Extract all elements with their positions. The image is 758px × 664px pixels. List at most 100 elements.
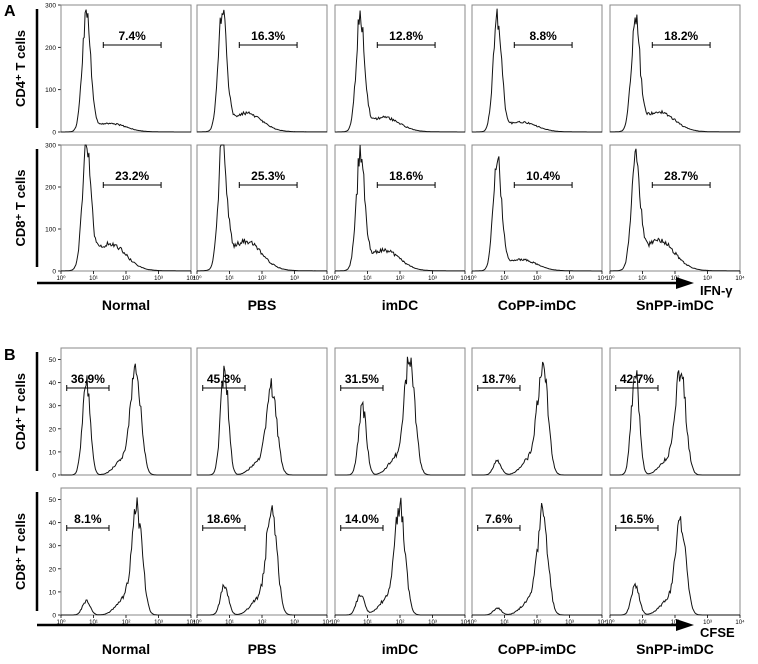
x-tick-label: 10² bbox=[396, 620, 405, 626]
x-tick-label: 10² bbox=[122, 620, 131, 626]
histogram-curve bbox=[197, 505, 327, 616]
histogram-panel: 36.9% bbox=[60, 347, 192, 476]
x-tick-label: 10⁴ bbox=[186, 619, 196, 626]
y-tick-label: 0 bbox=[52, 473, 56, 480]
gate-percentage: 10.4% bbox=[526, 169, 560, 183]
column-label: PBS bbox=[248, 297, 277, 313]
x-tick-label: 10² bbox=[122, 276, 131, 282]
gate-percentage: 7.4% bbox=[118, 29, 146, 43]
histogram-curve bbox=[335, 144, 465, 272]
y-tick-label: 200 bbox=[45, 185, 56, 192]
x-tick-label: 10¹ bbox=[500, 620, 509, 626]
x-tick-label: 10¹ bbox=[225, 620, 234, 626]
plot-frame bbox=[60, 144, 192, 272]
y-tick-label: 30 bbox=[49, 403, 57, 410]
x-tick-label: 10⁴ bbox=[597, 619, 607, 626]
histogram-panel: 23.2% 10⁰ 10¹ 10² 10³ 10⁴ bbox=[56, 144, 196, 282]
panel-A: A CD4⁺ T cells 0 100 200 300 7.4% 16.3% 12.8% 8.8… bbox=[4, 3, 745, 314]
gate-percentage: 8.8% bbox=[529, 29, 557, 43]
y-tick-label: 100 bbox=[45, 227, 56, 234]
row-label: CD4⁺ T cells bbox=[13, 373, 28, 450]
column-label: imDC bbox=[382, 297, 419, 313]
x-tick-label: 10⁰ bbox=[330, 275, 340, 282]
column-label: SnPP-imDC bbox=[636, 297, 714, 313]
x-tick-label: 10⁰ bbox=[605, 275, 615, 282]
gate-percentage: 18.2% bbox=[664, 29, 698, 43]
x-tick-label: 10² bbox=[396, 276, 405, 282]
x-tick-label: 10⁴ bbox=[186, 275, 196, 282]
histogram-curve bbox=[335, 497, 465, 616]
row-label: CD8⁺ T cells bbox=[13, 513, 28, 590]
panel-label: B bbox=[4, 347, 16, 364]
x-tick-label: 10⁰ bbox=[56, 275, 66, 282]
histogram-curve bbox=[472, 8, 602, 133]
gate-percentage: 23.2% bbox=[115, 169, 149, 183]
y-tick-label: 20 bbox=[49, 566, 57, 573]
histogram-curve bbox=[61, 497, 191, 616]
panel-label: A bbox=[4, 3, 16, 20]
plot-frame bbox=[196, 487, 328, 616]
x-tick-label: 10⁴ bbox=[735, 275, 745, 282]
x-axis-arrowhead bbox=[676, 619, 694, 631]
x-tick-label: 10² bbox=[258, 620, 267, 626]
histogram-curve bbox=[61, 144, 191, 272]
y-tick-label: 50 bbox=[49, 497, 57, 504]
histogram-panel: 45.3% bbox=[196, 347, 328, 476]
histogram-curve bbox=[610, 14, 741, 133]
histogram-curve bbox=[610, 370, 740, 476]
gate-percentage: 16.3% bbox=[251, 29, 285, 43]
plot-frame bbox=[471, 4, 603, 133]
histogram-panel: 18.2% bbox=[609, 4, 741, 133]
gate-percentage: 28.7% bbox=[664, 169, 698, 183]
gate-percentage: 8.1% bbox=[74, 512, 102, 526]
plot-frame bbox=[609, 487, 741, 616]
x-tick-label: 10³ bbox=[428, 620, 437, 626]
y-tick-label: 0 bbox=[52, 613, 56, 620]
histogram-panel: 42.7% bbox=[609, 347, 741, 476]
plot-frame bbox=[334, 347, 466, 476]
y-tick-label: 50 bbox=[49, 357, 57, 364]
y-tick-label: 0 bbox=[52, 269, 56, 276]
histogram-panel: 8.1% 10⁰ 10¹ 10² 10³ 10⁴ bbox=[56, 487, 196, 626]
histogram-panel: 25.3% 10⁰ 10¹ 10² 10³ 10⁴ bbox=[192, 144, 332, 282]
histogram-panel: 31.5% bbox=[334, 347, 466, 476]
column-label: SnPP-imDC bbox=[636, 641, 714, 657]
plot-frame bbox=[609, 144, 741, 272]
histogram-curve bbox=[472, 361, 602, 476]
x-tick-label: 10¹ bbox=[363, 620, 372, 626]
gate-percentage: 25.3% bbox=[251, 169, 285, 183]
y-tick-label: 10 bbox=[49, 449, 57, 456]
gate-percentage: 14.0% bbox=[345, 512, 379, 526]
x-tick-label: 10³ bbox=[290, 620, 299, 626]
gate-percentage: 12.8% bbox=[389, 29, 423, 43]
x-tick-label: 10³ bbox=[290, 276, 299, 282]
gate-percentage: 18.6% bbox=[389, 169, 423, 183]
x-tick-label: 10³ bbox=[154, 276, 163, 282]
y-tick-label: 10 bbox=[49, 589, 57, 596]
x-tick-label: 10¹ bbox=[89, 620, 98, 626]
column-label: imDC bbox=[382, 641, 419, 657]
histogram-curve bbox=[472, 503, 602, 616]
plot-frame bbox=[471, 144, 603, 272]
histogram-panel: 7.4% bbox=[60, 4, 192, 133]
x-axis-arrowhead bbox=[676, 277, 694, 289]
x-tick-label: 10⁰ bbox=[330, 619, 340, 626]
histogram-curve bbox=[197, 365, 327, 476]
x-tick-label: 10⁴ bbox=[322, 275, 332, 282]
y-tick-label: 40 bbox=[49, 520, 57, 527]
histogram-curve bbox=[335, 10, 465, 133]
x-tick-label: 10⁴ bbox=[460, 275, 470, 282]
x-tick-label: 10³ bbox=[428, 276, 437, 282]
x-tick-label: 10¹ bbox=[225, 276, 234, 282]
histogram-panel: 14.0% 10⁰ 10¹ 10² 10³ 10⁴ bbox=[330, 487, 470, 626]
x-tick-label: 10² bbox=[533, 276, 542, 282]
histogram-panel: 18.6% 10⁰ 10¹ 10² 10³ 10⁴ bbox=[330, 144, 470, 282]
histogram-panel: 12.8% bbox=[334, 4, 466, 133]
histogram-curve bbox=[472, 156, 602, 272]
column-label: PBS bbox=[248, 641, 277, 657]
x-tick-label: 10⁴ bbox=[735, 619, 745, 626]
plot-frame bbox=[471, 347, 603, 476]
histogram-panel: 28.7% 10⁰ 10¹ 10² 10³ 10⁴ bbox=[605, 144, 745, 282]
gate-percentage: 18.7% bbox=[482, 372, 516, 386]
